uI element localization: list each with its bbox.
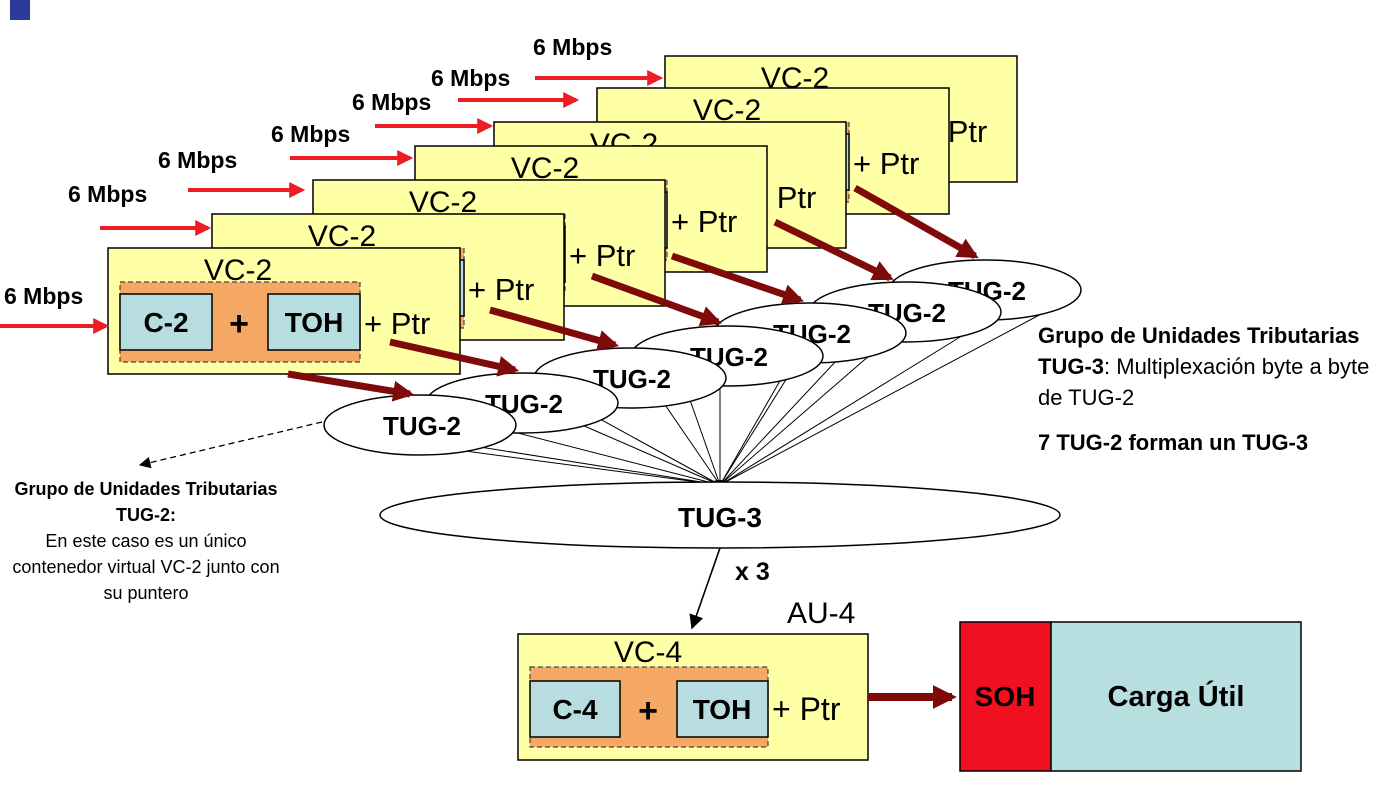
tug3-label: TUG-3 bbox=[678, 502, 762, 533]
tug3-note: Grupo de Unidades Tributarias TUG-3: Mul… bbox=[1038, 320, 1378, 458]
rate-label: 6 Mbps bbox=[352, 89, 431, 115]
rate-label: 6 Mbps bbox=[271, 121, 350, 147]
rate-input-5: 6 Mbps bbox=[352, 89, 494, 134]
converge-line bbox=[719, 311, 1046, 486]
multiplier-label: x 3 bbox=[735, 558, 770, 586]
payload-block bbox=[1050, 621, 1302, 772]
vc2-to-tug2-arrow bbox=[590, 272, 722, 327]
tug3-note-desc: Multiplexación byte a byte de TUG-2 bbox=[1038, 354, 1370, 410]
vc2-ptr-label: + Ptr bbox=[468, 272, 534, 307]
vc2-ptr-label: + Ptr bbox=[364, 306, 430, 341]
vc2-plus: + bbox=[229, 305, 249, 343]
vc2-ptr-label: + Ptr bbox=[569, 238, 635, 273]
tug2-note-title: Grupo de Unidades Tributarias TUG-2: bbox=[14, 479, 278, 525]
tug3-note-title: Grupo de Unidades Tributarias TUG-3 bbox=[1038, 323, 1360, 379]
rate-input-4: 6 Mbps bbox=[271, 121, 414, 166]
vc2-toh-label: TOH bbox=[285, 307, 344, 338]
converge-line bbox=[479, 446, 721, 486]
rate-input-2: 6 Mbps bbox=[68, 181, 212, 236]
vc4-title: VC-4 bbox=[614, 636, 682, 669]
tug3-to-au4-arrow bbox=[689, 547, 721, 630]
vc2-to-tug2-arrow bbox=[853, 184, 979, 260]
rate-input-7: 6 Mbps bbox=[533, 34, 664, 86]
c2-box bbox=[119, 293, 213, 351]
rate-label: 6 Mbps bbox=[533, 34, 612, 60]
rate-input-3: 6 Mbps bbox=[158, 147, 306, 198]
payload-label: Carga Útil bbox=[1108, 679, 1245, 713]
vc2-ptr-label: + Ptr bbox=[671, 204, 737, 239]
rate-label: 6 Mbps bbox=[68, 181, 147, 207]
rate-label: 6 Mbps bbox=[4, 283, 83, 309]
tug3-note-count: 7 TUG-2 forman un TUG-3 bbox=[1038, 430, 1309, 455]
tug2-1: TUG-2 bbox=[323, 394, 517, 456]
tug2-label: TUG-2 bbox=[383, 411, 461, 441]
c2-label: C-2 bbox=[143, 307, 188, 338]
tug2-ellipse bbox=[323, 394, 517, 456]
c4-label: C-4 bbox=[552, 694, 598, 725]
vc2-to-tug2-arrow bbox=[287, 370, 415, 402]
vc4-toh-box bbox=[676, 680, 769, 738]
tug3-note-colon: : bbox=[1104, 354, 1111, 379]
converge-line bbox=[689, 399, 721, 486]
converge-line bbox=[719, 377, 788, 486]
vc2-to-tug2-arrow bbox=[670, 252, 804, 305]
rate-input-1: 6 Mbps bbox=[0, 283, 110, 334]
vc2-ptr-label: + Ptr bbox=[853, 146, 919, 181]
rate-label: 6 Mbps bbox=[158, 147, 237, 173]
vc2-to-tug2-arrow bbox=[389, 338, 520, 377]
soh-label: SOH bbox=[975, 681, 1036, 712]
vc2-to-tug2-arrow bbox=[773, 218, 894, 282]
tug3-note-text: Grupo de Unidades Tributarias TUG-3: Mul… bbox=[1038, 320, 1378, 413]
vc2-to-tug2-arrow bbox=[489, 306, 620, 351]
converge-line bbox=[581, 424, 721, 486]
vc4-ptr-label: + Ptr bbox=[772, 691, 841, 727]
slide-corner-mark bbox=[10, 0, 30, 20]
c4-box bbox=[529, 680, 621, 738]
vc2-box-1: VC-2C-2 + TOH + Ptr bbox=[107, 247, 461, 375]
vc4-plus: + bbox=[638, 692, 658, 730]
au4-label: AU-4 bbox=[787, 597, 855, 630]
soh-block bbox=[959, 621, 1052, 772]
tug2-note: Grupo de Unidades Tributarias TUG-2: En … bbox=[12, 476, 280, 606]
vc4-toh-label: TOH bbox=[693, 694, 752, 725]
rate-label: 6 Mbps bbox=[431, 65, 510, 91]
tug2-note-desc: En este caso es un único contenedor virt… bbox=[12, 531, 280, 603]
converge-line bbox=[719, 333, 966, 486]
vc2-toh-box bbox=[267, 293, 361, 351]
rate-input-6: 6 Mbps bbox=[431, 65, 580, 108]
tug2-note-pointer bbox=[138, 421, 323, 469]
vc2-to-tug2-arrows bbox=[287, 184, 979, 402]
converge-line bbox=[719, 354, 871, 486]
